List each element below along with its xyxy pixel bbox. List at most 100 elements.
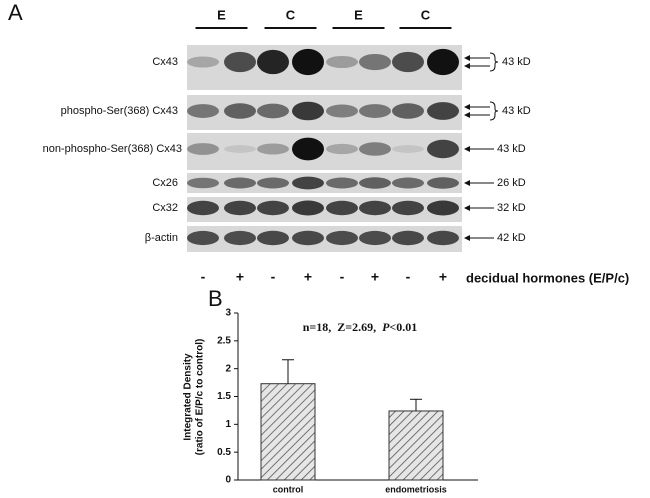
- blot-band: [292, 101, 324, 121]
- blot-band: [257, 49, 289, 75]
- size-label: 42 kD: [497, 232, 526, 244]
- y-axis-title: (ratio of E/P/c to control): [195, 339, 206, 456]
- blot-band: [292, 48, 324, 76]
- blot-label: Cx32: [152, 202, 178, 214]
- blot-band: [326, 55, 358, 69]
- group-label: C: [286, 7, 296, 22]
- y-tick-label: 1: [225, 419, 231, 430]
- y-tick-label: 1.5: [217, 391, 231, 402]
- arrow-head: [464, 180, 470, 186]
- blot-label: Cx26: [152, 177, 178, 189]
- brace: [489, 101, 499, 121]
- treatment-sign: -: [340, 269, 345, 285]
- blot-band: [292, 137, 324, 161]
- bar: [388, 410, 444, 481]
- blot-band: [326, 230, 358, 246]
- panel-label: A: [8, 0, 23, 25]
- blot-label: non-phospho-Ser(368) Cx43: [43, 143, 182, 155]
- x-tick-label: endometriosis: [385, 484, 447, 494]
- blot-band: [292, 176, 324, 190]
- treatment-sign: +: [439, 269, 447, 285]
- annotation-text: n=18, Z=2.69,: [303, 320, 382, 334]
- blot-band: [392, 177, 424, 189]
- blot-band: [187, 200, 219, 216]
- y-tick-label: 3: [225, 308, 231, 319]
- blot-band: [257, 200, 289, 216]
- annotation-text: <0.01: [389, 320, 417, 334]
- y-tick-label: 0.5: [217, 447, 231, 458]
- brace: [489, 52, 499, 72]
- y-axis-title: Integrated Density: [183, 353, 194, 441]
- blot-band: [224, 200, 256, 216]
- arrow-head: [464, 146, 470, 152]
- size-label: 26 kD: [497, 177, 526, 189]
- group-label: E: [354, 7, 363, 22]
- blot-band: [257, 143, 289, 155]
- blot-band: [359, 142, 391, 156]
- blot-label: Cx43: [152, 56, 178, 68]
- blot-label: β-actin: [145, 232, 178, 244]
- treatment-sign: +: [371, 269, 379, 285]
- blot-band: [359, 200, 391, 216]
- blot-band: [427, 230, 459, 246]
- blot-band: [359, 53, 391, 71]
- bar: [260, 383, 316, 481]
- y-tick-label: 2: [225, 363, 231, 374]
- size-label: 32 kD: [497, 202, 526, 214]
- blot-band: [359, 177, 391, 189]
- blot-band: [187, 143, 219, 155]
- size-label: 43 kD: [497, 143, 526, 155]
- blot-band: [392, 103, 424, 119]
- blot-band: [224, 145, 256, 153]
- blot-band: [427, 48, 459, 76]
- arrow-head: [464, 235, 470, 241]
- blot-band: [257, 230, 289, 246]
- blot-band: [359, 230, 391, 246]
- blot-band: [187, 56, 219, 68]
- treatment-sign: -: [406, 269, 411, 285]
- annotation: n=18, Z=2.69, P<0.01: [303, 320, 418, 334]
- blot-label: phospho-Ser(368) Cx43: [61, 105, 178, 117]
- blot-band: [326, 177, 358, 189]
- blot-band: [187, 177, 219, 189]
- arrow-head: [464, 55, 470, 61]
- treatment-sign: -: [271, 269, 276, 285]
- group-label: C: [421, 7, 431, 22]
- treatment-label: decidual hormones (E/P/c): [466, 270, 629, 285]
- blot-band: [326, 104, 358, 118]
- arrow-head: [464, 205, 470, 211]
- blot-band: [224, 51, 256, 73]
- blot-band: [392, 230, 424, 246]
- blot-band: [187, 230, 219, 246]
- blot-band: [326, 200, 358, 216]
- arrow-head: [464, 104, 470, 110]
- blot-band: [392, 145, 424, 153]
- y-tick-label: 0: [225, 475, 231, 486]
- size-label: 43 kD: [502, 56, 531, 68]
- blot-band: [224, 103, 256, 119]
- y-tick-label: 2.5: [217, 335, 231, 346]
- blot-band: [392, 51, 424, 73]
- treatment-sign: +: [304, 269, 312, 285]
- arrow-head: [464, 112, 470, 118]
- blot-band: [292, 230, 324, 246]
- blot-band: [257, 103, 289, 119]
- treatment-sign: -: [201, 269, 206, 285]
- x-tick-label: control: [273, 484, 304, 494]
- panel-label: B: [208, 286, 223, 311]
- blot-band: [292, 200, 324, 216]
- blot-band: [326, 143, 358, 155]
- blot-band: [359, 104, 391, 118]
- blot-band: [187, 104, 219, 118]
- group-label: E: [217, 7, 226, 22]
- annotation-text: P: [382, 320, 390, 334]
- blot-background: [187, 133, 462, 170]
- treatment-sign: +: [236, 269, 244, 285]
- arrow-head: [464, 63, 470, 69]
- size-label: 43 kD: [502, 105, 531, 117]
- blot-band: [224, 177, 256, 189]
- blot-band: [427, 139, 459, 159]
- blot-band: [392, 200, 424, 216]
- blot-background: [187, 173, 462, 193]
